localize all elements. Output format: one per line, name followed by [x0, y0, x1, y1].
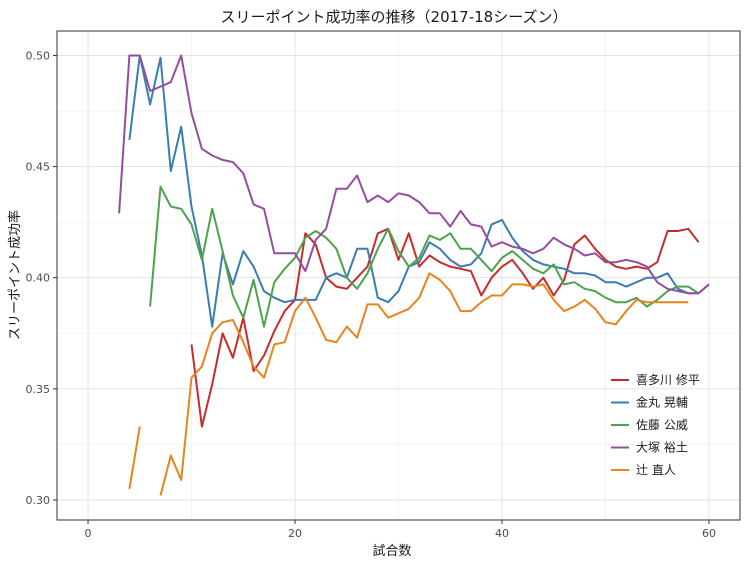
- legend-label-1: 喜多川 修平: [636, 372, 700, 387]
- legend-label-5: 辻 直人: [636, 463, 676, 477]
- series-line-3: [149, 185, 700, 328]
- legend-label-4: 大塚 裕土: [636, 440, 688, 455]
- y-axis-title: スリーポイント成功率: [7, 210, 23, 340]
- series-line-1: [190, 227, 700, 428]
- x-tick-label: 40: [495, 527, 509, 540]
- axis-ticks: 0 20 40 60 0.30 0.35 0.40 0.45 0.50: [26, 49, 716, 540]
- panel-border: [56, 30, 741, 521]
- y-tick-label: 0.45: [26, 161, 51, 174]
- y-tick-label: 0.30: [26, 494, 51, 507]
- x-tick-label: 60: [702, 527, 716, 540]
- series-line-5: [128, 426, 141, 490]
- legend-label-3: 佐藤 公威: [636, 418, 688, 432]
- series-line-4: [118, 54, 710, 295]
- y-tick-label: 0.35: [26, 383, 51, 396]
- series-lines: [118, 54, 710, 496]
- x-tick-label: 20: [288, 527, 302, 540]
- chart-title: スリーポイント成功率の推移（2017-18シーズン）: [221, 8, 568, 26]
- grid-major: [57, 31, 740, 520]
- legend-label-2: 金丸 晃輔: [636, 395, 688, 410]
- y-tick-label: 0.40: [26, 272, 51, 285]
- series-line-5: [159, 272, 689, 496]
- x-axis-title: 試合数: [372, 543, 411, 559]
- y-tick-label: 0.50: [26, 49, 51, 62]
- x-tick-label: 0: [85, 527, 92, 540]
